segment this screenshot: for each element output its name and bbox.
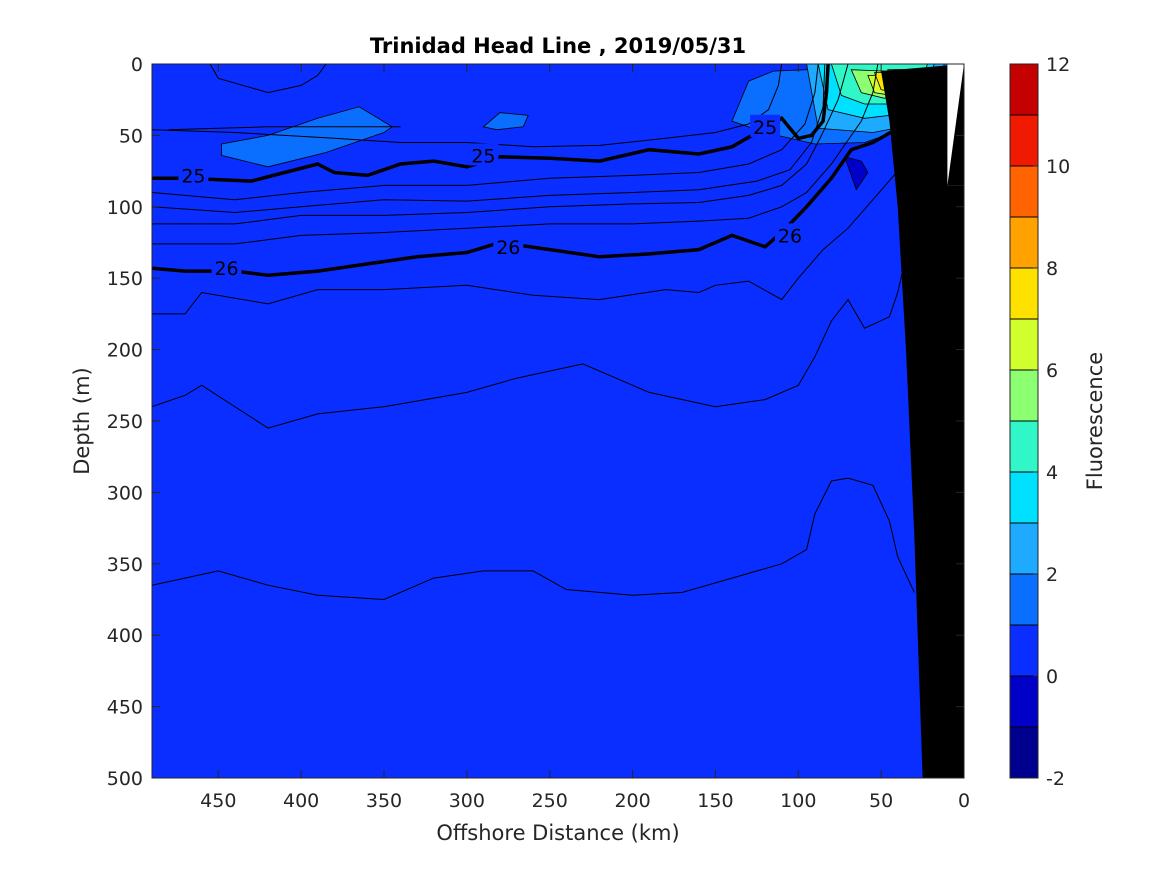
colorbar: -2 0 2 4 6 8 10 12 — [1009, 54, 1070, 790]
density-thin-contour-5 — [152, 64, 879, 245]
x-axis: 450 400 350 300 250 200 150 100 50 0 — [200, 64, 970, 812]
colorbar-tick-label: 6 — [1046, 360, 1058, 382]
x-tick-label: 150 — [697, 790, 733, 812]
y-tick-label: 0 — [131, 54, 143, 76]
density-surface-contour-b — [168, 126, 401, 131]
y-tick-label: 50 — [119, 125, 143, 147]
colorbar-swatch — [1010, 625, 1038, 676]
contour-label-26: 26 — [496, 237, 520, 259]
y-tick-label: 250 — [107, 411, 143, 433]
colorbar-swatch — [1010, 217, 1038, 268]
x-tick-label: 400 — [283, 790, 319, 812]
colorbar-frame — [1009, 63, 1039, 779]
contour-label-26: 26 — [214, 258, 238, 280]
bathymetry-nearshore — [947, 64, 964, 186]
chart-title: Trinidad Head Line , 2019/05/31 — [370, 34, 746, 58]
density-thin-contour-4 — [152, 64, 849, 225]
y-axis-label: Depth (m) — [70, 367, 94, 474]
x-tick-label: 50 — [869, 790, 893, 812]
x-tick-label: 450 — [200, 790, 236, 812]
colorbar-swatch — [1010, 523, 1038, 574]
colorbar-swatch — [1010, 319, 1038, 370]
y-tick-label: 150 — [107, 268, 143, 290]
colorbar-swatch — [1010, 727, 1038, 778]
x-tick-label: 0 — [958, 790, 970, 812]
contour-label-bg — [493, 234, 524, 257]
fluorescence-offshore-patch-2 — [482, 112, 529, 131]
colorbar-swatch — [1010, 676, 1038, 727]
y-tick-label: 500 — [107, 768, 143, 790]
x-tick-label: 100 — [780, 790, 816, 812]
contour-label-25: 25 — [471, 145, 495, 167]
colorbar-tick-label: 8 — [1046, 258, 1058, 280]
fluorescence-background — [152, 64, 964, 778]
colorbar-tick-label: 4 — [1046, 462, 1058, 484]
colorbar-swatch — [1010, 472, 1038, 523]
contour-label-25: 25 — [181, 165, 205, 187]
colorbar-tick-label: 2 — [1046, 564, 1058, 586]
y-tick-label: 300 — [107, 482, 143, 504]
colorbar-tick-label: 10 — [1046, 156, 1070, 178]
contour-label-26: 26 — [778, 225, 802, 247]
colorbar-swatch — [1010, 268, 1038, 319]
colorbar-tick-label: -2 — [1046, 768, 1065, 790]
colorbar-swatch — [1010, 370, 1038, 421]
colorbar-swatch — [1010, 421, 1038, 472]
y-tick-label: 350 — [107, 554, 143, 576]
contour-label-bg — [468, 143, 499, 166]
fluorescence-negative-patch-1 — [844, 156, 869, 191]
density-thin-contour-3 — [152, 64, 826, 214]
contour-label-bg — [750, 114, 781, 137]
y-tick-label: 100 — [107, 197, 143, 219]
x-tick-label: 200 — [614, 790, 650, 812]
contour-label-bg — [775, 223, 805, 246]
density-thin-contour-6 — [152, 92, 948, 315]
density-thin-contour-1 — [152, 64, 783, 148]
y-tick-label: 450 — [107, 697, 143, 719]
x-tick-label: 300 — [449, 790, 485, 812]
colorbar-tick-label: 12 — [1046, 54, 1070, 76]
colorbar-label: Fluorescence — [1083, 352, 1107, 490]
x-tick-label: 350 — [366, 790, 402, 812]
bathymetry-seafloor — [881, 64, 964, 778]
contour-label-bg — [178, 163, 209, 186]
x-axis-label: Offshore Distance (km) — [436, 821, 679, 845]
plot-area: 25 25 25 26 26 26 — [151, 63, 965, 779]
x-tick-label: 250 — [532, 790, 568, 812]
colorbar-swatch — [1010, 115, 1038, 166]
contour-label-bg — [211, 256, 242, 279]
y-axis: 0 50 100 150 200 250 300 350 400 450 500 — [107, 54, 964, 790]
colorbar-swatch — [1010, 574, 1038, 625]
density-thin-contour-7 — [152, 149, 932, 429]
colorbar-tick-label: 0 — [1046, 666, 1058, 688]
density-contour-25 — [152, 64, 830, 183]
y-tick-label: 200 — [107, 340, 143, 362]
density-contour-26 — [152, 77, 949, 278]
density-thin-contour-2 — [152, 64, 819, 201]
density-surface-contour-a — [209, 64, 327, 94]
colorbar-swatch — [1010, 64, 1038, 115]
y-tick-label: 400 — [107, 625, 143, 647]
contour-label-25: 25 — [753, 117, 777, 139]
colorbar-swatch — [1010, 166, 1038, 217]
density-thin-contour-8 — [152, 477, 915, 601]
